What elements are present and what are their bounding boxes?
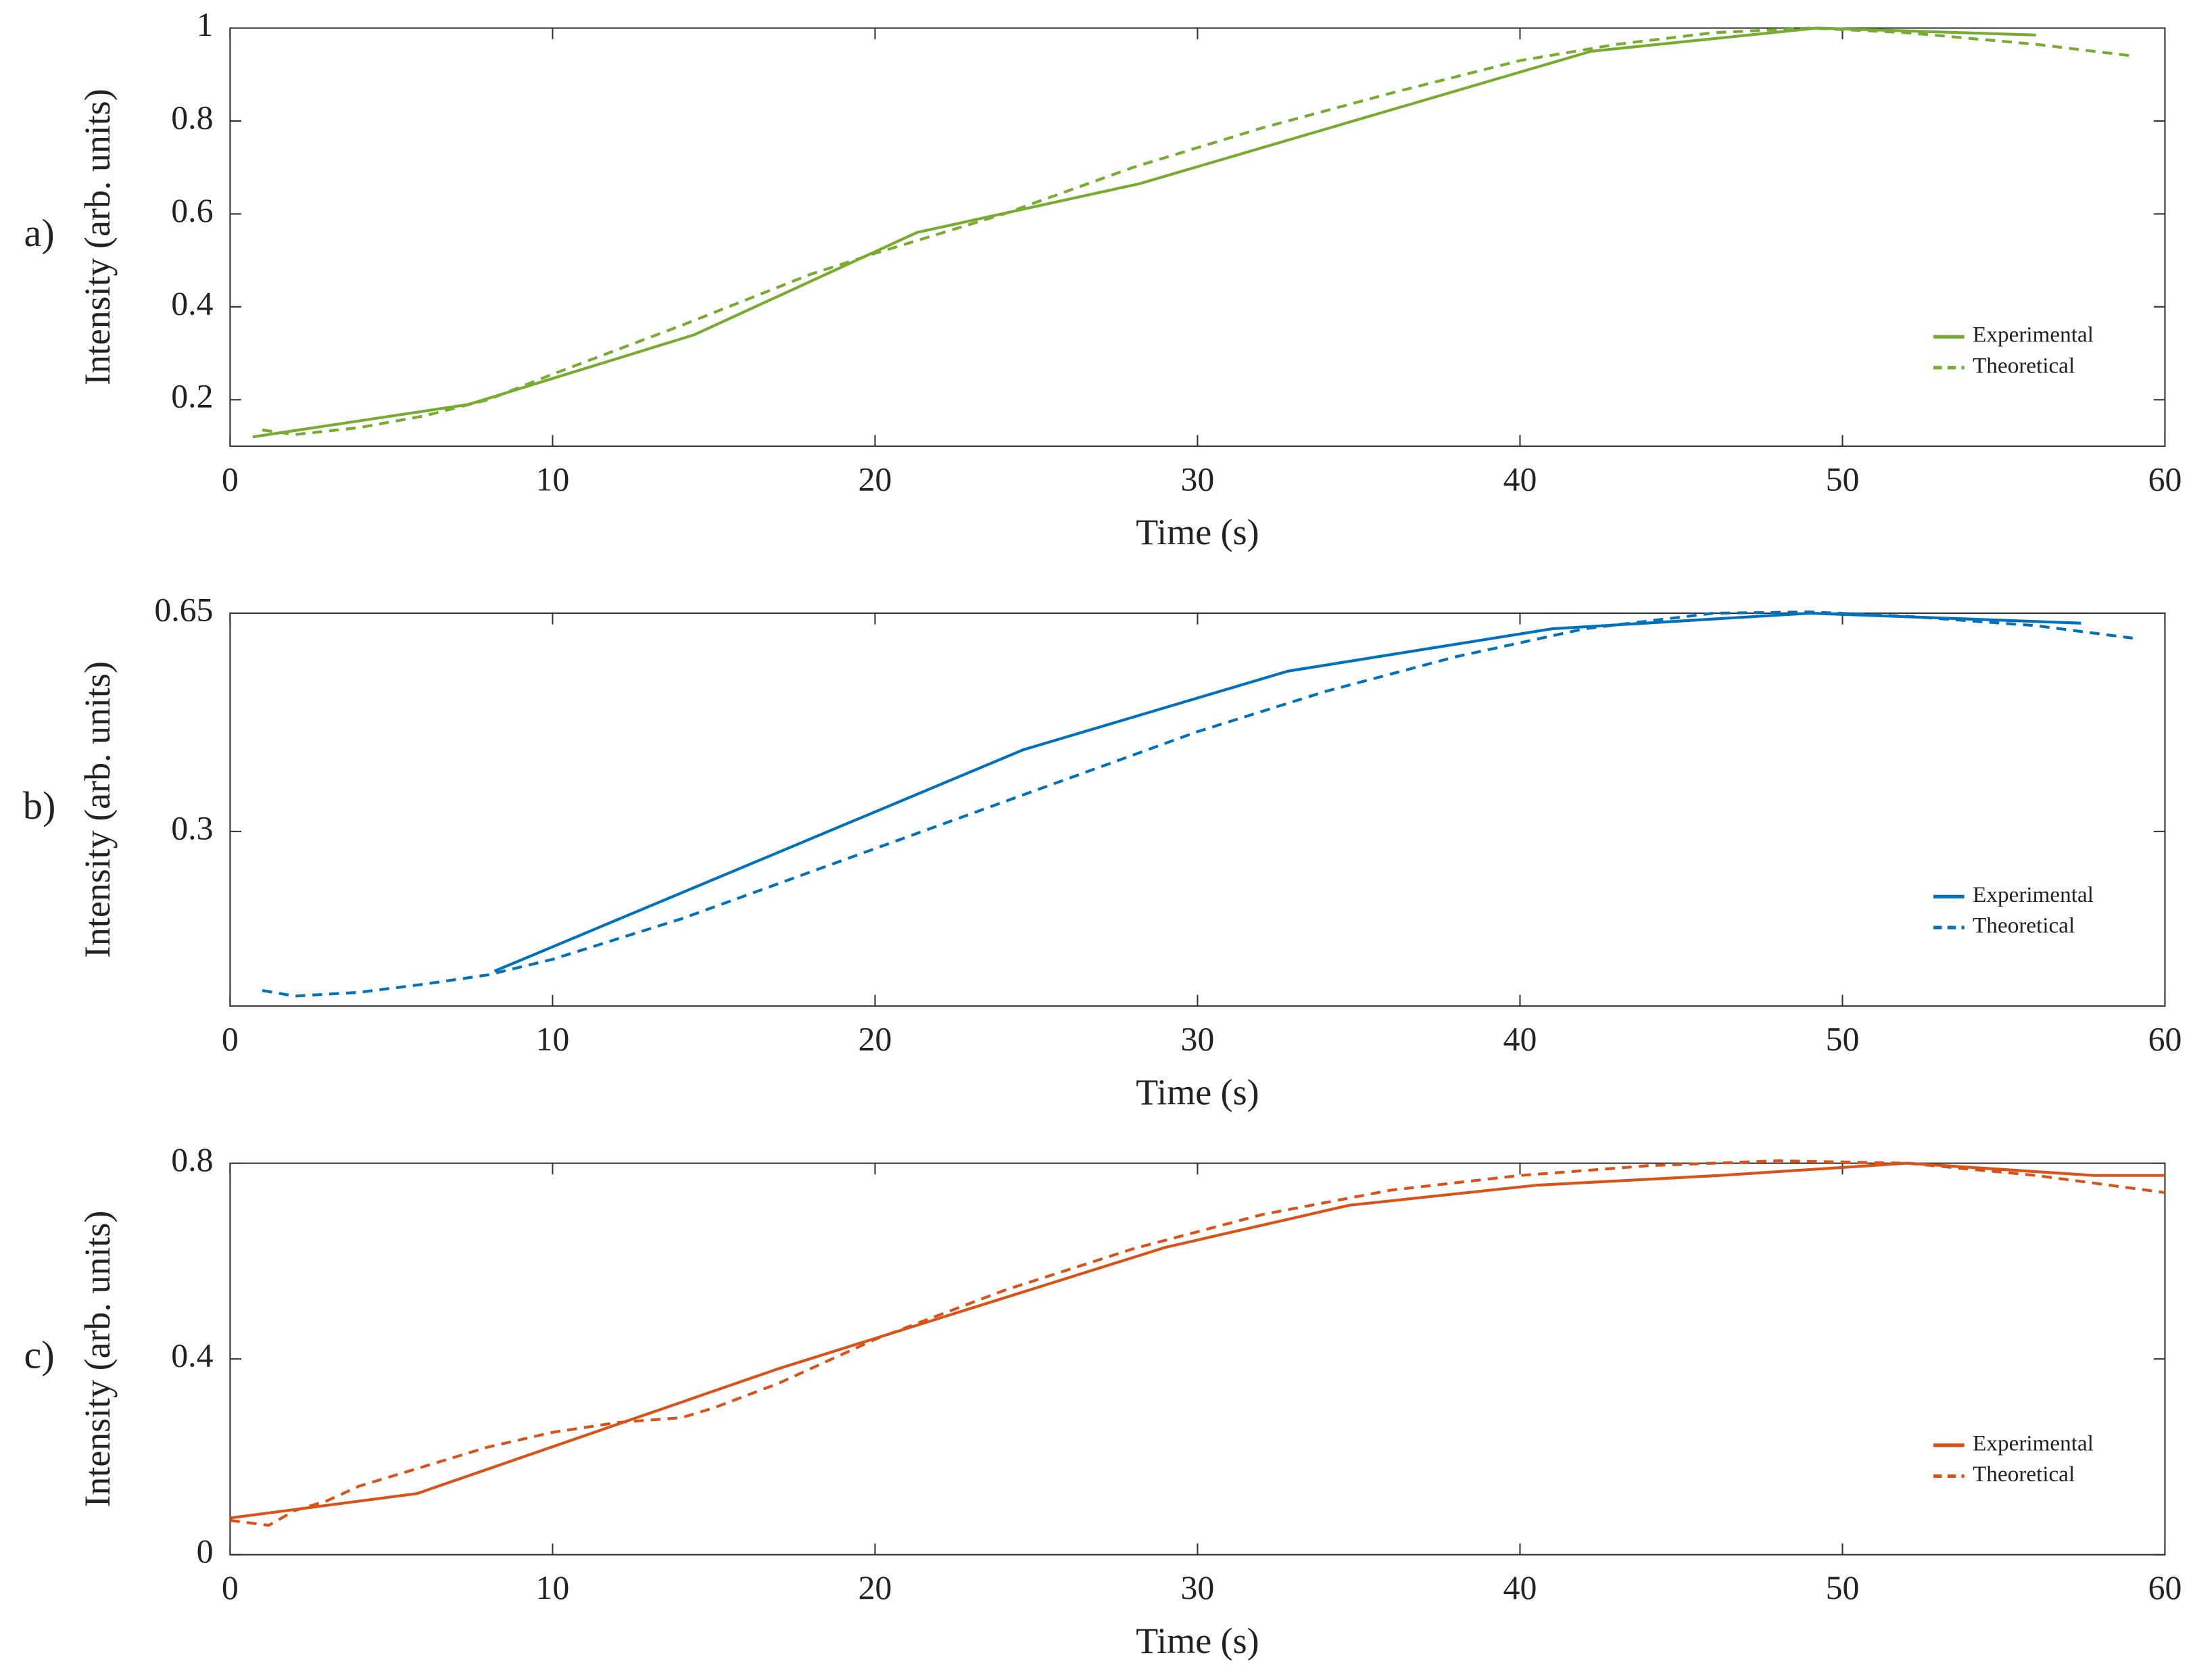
y-axis-label: Intensity (arb. units) — [77, 89, 118, 385]
x-axis-label: Time (s) — [1136, 512, 1259, 552]
legend-label: Theoretical — [1973, 913, 2075, 938]
x-tick-label: 30 — [1181, 460, 1215, 498]
x-tick-label: 0 — [222, 1569, 239, 1606]
y-tick-label: 0.2 — [171, 378, 213, 415]
data-line — [262, 26, 2134, 436]
data-line — [493, 611, 2081, 973]
legend-label: Experimental — [1973, 882, 2094, 907]
y-tick-label: 0.6 — [171, 192, 213, 229]
legend-label: Experimental — [1973, 1431, 2094, 1456]
legend-label: Theoretical — [1973, 353, 2075, 378]
y-axis-label: Intensity (arb. units) — [77, 1211, 118, 1508]
x-tick-label: 40 — [1503, 460, 1537, 498]
x-tick-label: 30 — [1181, 1569, 1215, 1606]
legend-label: Theoretical — [1973, 1462, 2075, 1487]
y-tick-label: 0.4 — [171, 285, 213, 322]
y-tick-label: 0.4 — [171, 1337, 213, 1374]
x-tick-label: 50 — [1826, 1569, 1860, 1606]
y-tick-label: 0.3 — [171, 809, 213, 846]
y-tick-label: 0.8 — [171, 99, 213, 136]
y-tick-label: 0.8 — [171, 1141, 213, 1178]
x-tick-label: 60 — [2148, 1569, 2182, 1606]
data-line — [230, 1161, 2165, 1520]
x-tick-label: 40 — [1503, 1021, 1537, 1058]
x-tick-label: 10 — [536, 1569, 570, 1606]
x-tick-label: 0 — [222, 1021, 239, 1058]
x-tick-label: 40 — [1503, 1569, 1537, 1606]
x-tick-label: 20 — [859, 1021, 892, 1058]
legend-label: Experimental — [1973, 322, 2094, 347]
y-axis-label: Intensity (arb. units) — [77, 661, 118, 958]
x-tick-label: 50 — [1826, 1021, 1860, 1058]
x-tick-label: 10 — [536, 1021, 570, 1058]
plot-frame — [229, 1162, 2166, 1556]
y-tick-label: 0 — [197, 1533, 214, 1570]
y-tick-label: 0.65 — [154, 591, 213, 628]
x-tick-label: 0 — [222, 460, 239, 498]
x-tick-label: 60 — [2148, 460, 2182, 498]
panel-label: c) — [24, 1333, 55, 1376]
data-line — [252, 26, 2036, 439]
plot-frame — [229, 27, 2166, 448]
y-tick-label: 1 — [197, 6, 214, 43]
data-line — [262, 610, 2134, 998]
x-tick-label: 10 — [536, 460, 570, 498]
x-axis-label: Time (s) — [1136, 1621, 1259, 1661]
x-axis-label: Time (s) — [1136, 1072, 1259, 1112]
panel-label: a) — [24, 211, 55, 255]
x-tick-label: 50 — [1826, 460, 1860, 498]
plot-frame — [229, 612, 2166, 1007]
x-tick-label: 20 — [859, 460, 892, 498]
x-tick-label: 30 — [1181, 1021, 1215, 1058]
x-tick-label: 20 — [859, 1569, 892, 1606]
x-tick-label: 60 — [2148, 1021, 2182, 1058]
data-line — [230, 1159, 2165, 1527]
panel-label: b) — [23, 784, 55, 827]
